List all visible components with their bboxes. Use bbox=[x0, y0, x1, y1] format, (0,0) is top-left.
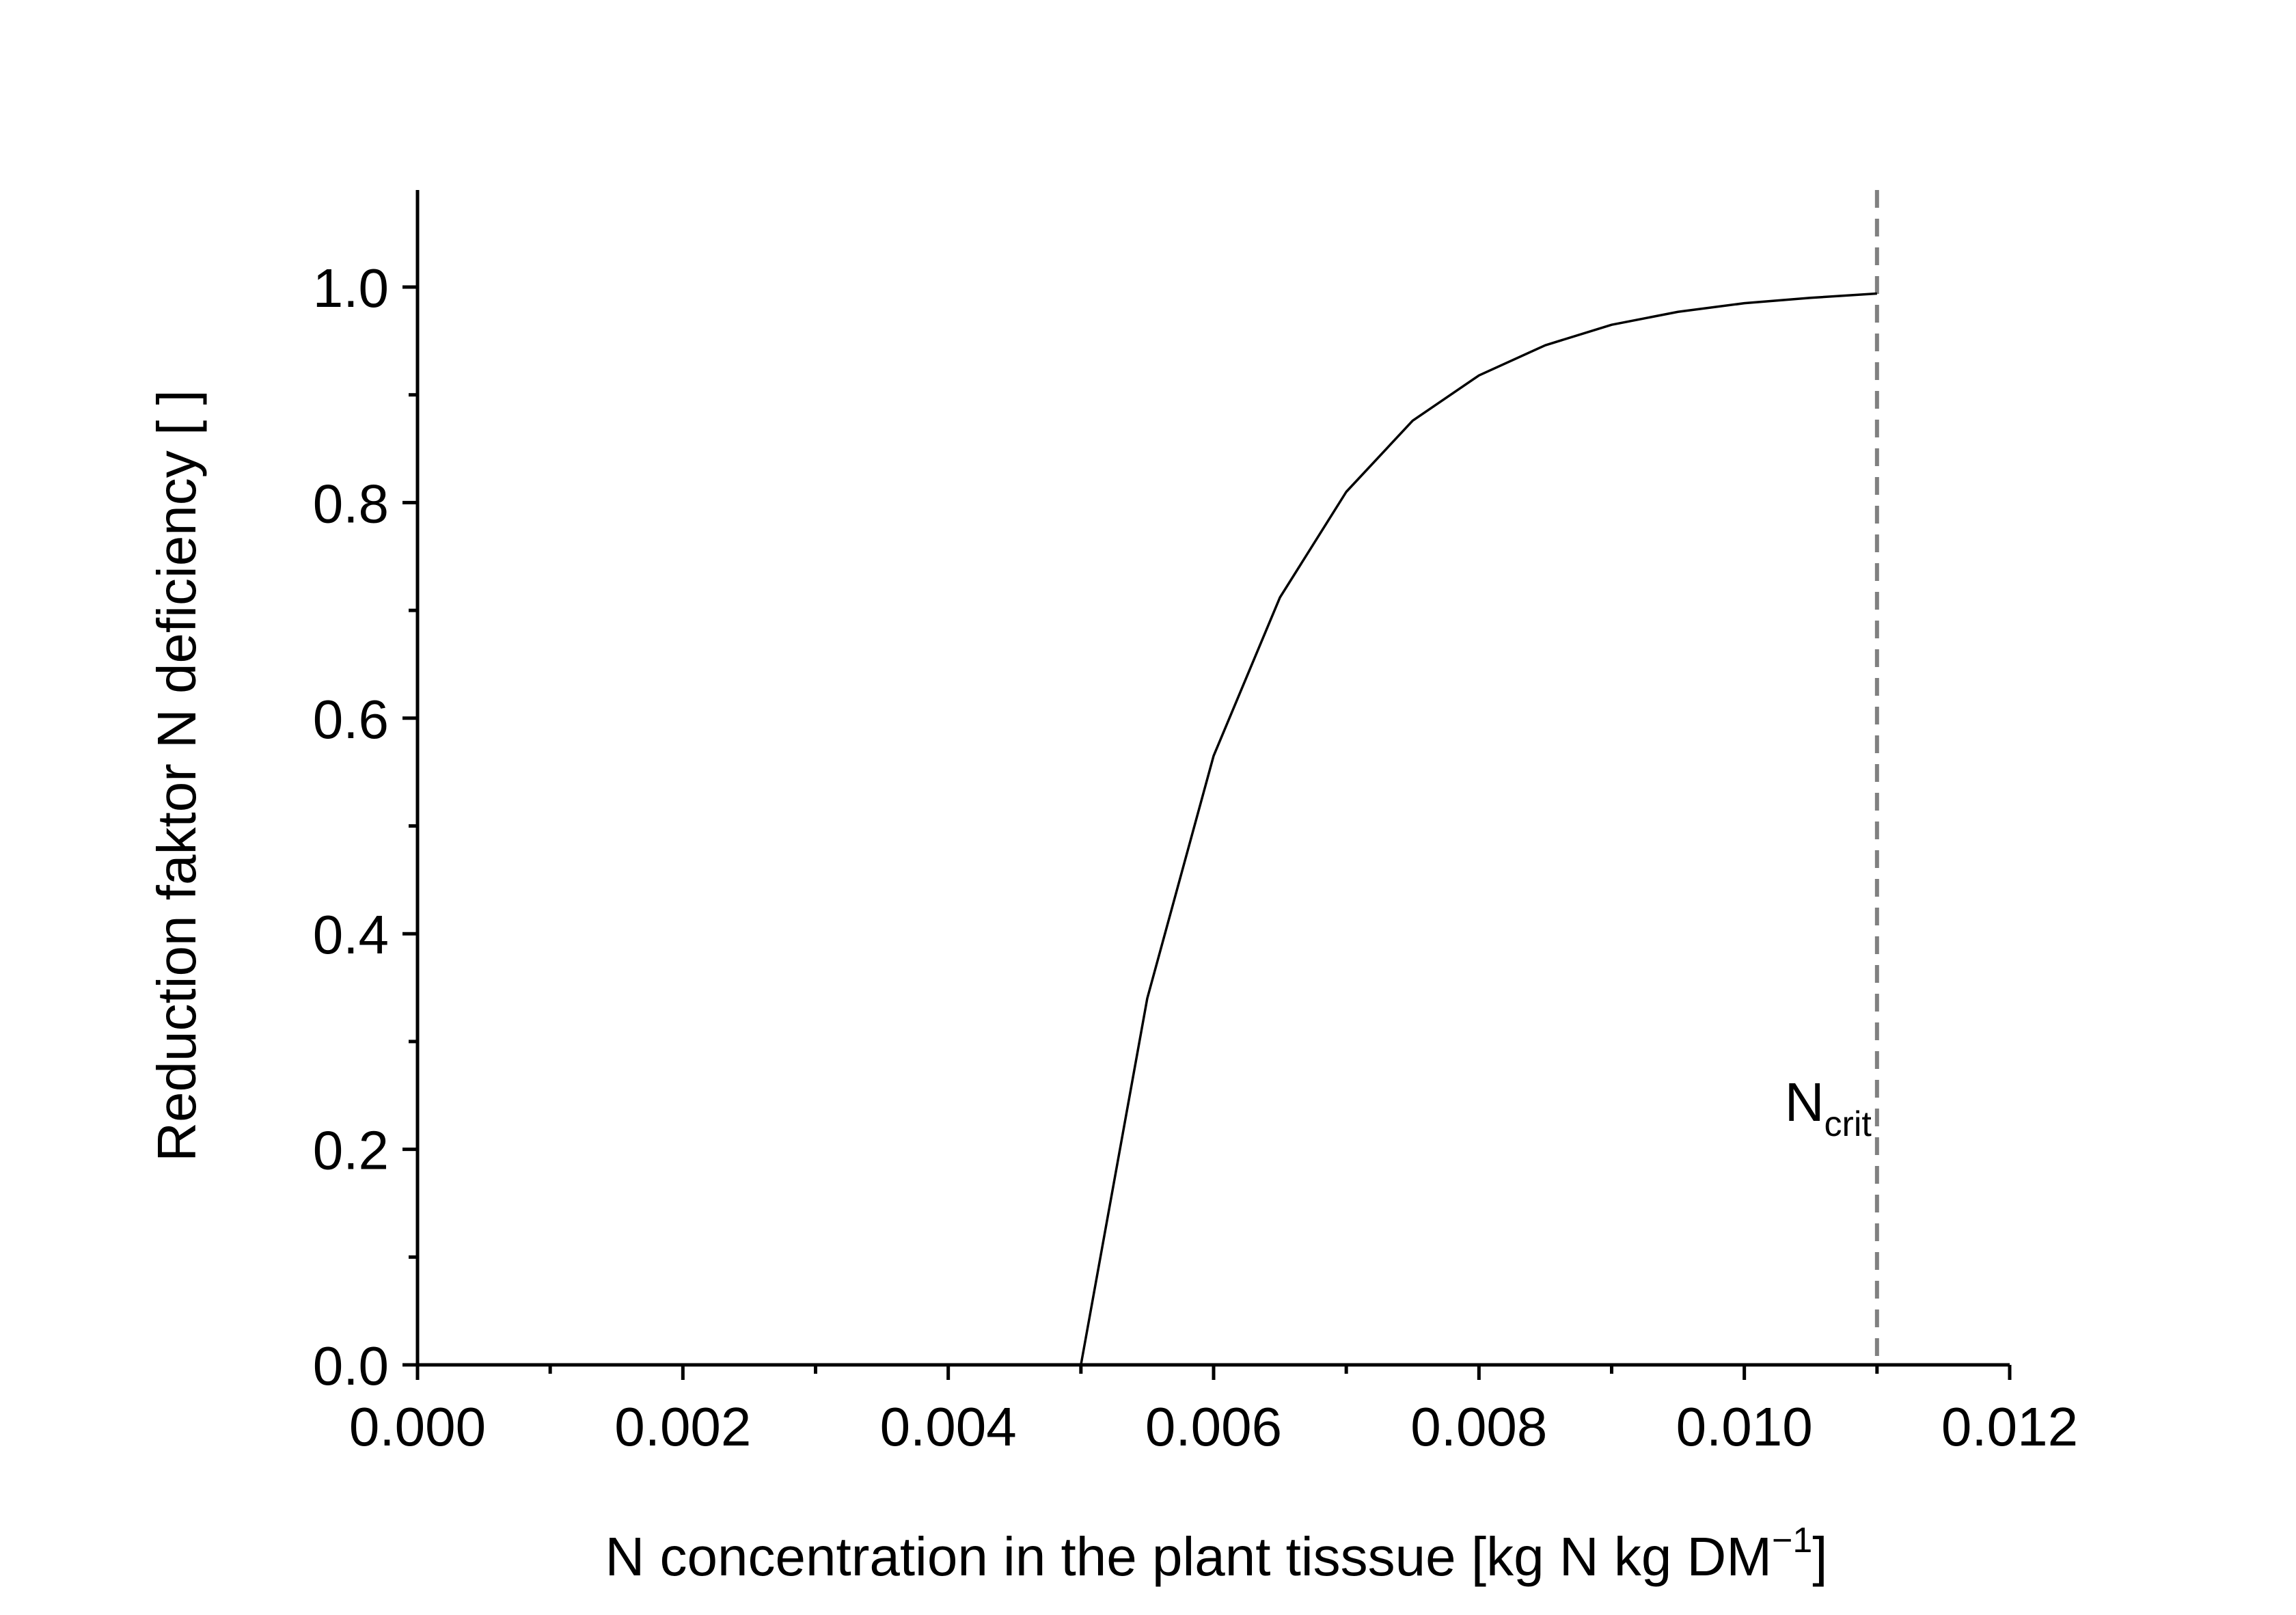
y-axis-title: Reduction faktor N deficiency [ ] bbox=[146, 390, 207, 1161]
x-tick-label: 0.012 bbox=[1941, 1396, 2078, 1457]
y-tick-label: 0.2 bbox=[313, 1120, 389, 1181]
x-tick-label: 0.006 bbox=[1145, 1396, 1282, 1457]
y-tick-label: 0.8 bbox=[313, 473, 389, 534]
series-group bbox=[418, 292, 1877, 1366]
labels: Reduction faktor N deficiency [ ] N conc… bbox=[146, 390, 1872, 1587]
x-axis-title-main: N concentration in the plant tisssue [kg… bbox=[605, 1526, 1772, 1587]
y-tick-label: 0.0 bbox=[313, 1335, 389, 1396]
x-axis-title: N concentration in the plant tisssue [kg… bbox=[605, 1521, 1828, 1587]
x-tick-label: 0.004 bbox=[880, 1396, 1017, 1457]
x-tick-label: 0.008 bbox=[1410, 1396, 1547, 1457]
x-axis-title-end: ] bbox=[1812, 1526, 1827, 1587]
axes bbox=[415, 190, 2010, 1367]
x-tick-label: 0.010 bbox=[1676, 1396, 1813, 1457]
reduction-factor-curve bbox=[418, 292, 1877, 1366]
ncrit-annotation: Ncrit bbox=[1785, 1072, 1872, 1144]
y-tick-label: 0.6 bbox=[313, 689, 389, 750]
y-tick-label: 1.0 bbox=[313, 258, 389, 318]
x-tick-label: 0.002 bbox=[614, 1396, 751, 1457]
x-tick-label: 0.000 bbox=[349, 1396, 486, 1457]
ncrit-annotation-subscript: crit bbox=[1824, 1104, 1872, 1144]
x-axis-title-superscript: −1 bbox=[1772, 1521, 1812, 1560]
ticks: 0.000 0.002 0.004 0.006 0.008 0.010 0.012 0.0 0.… bbox=[313, 258, 2078, 1457]
y-tick-label: 0.4 bbox=[313, 904, 389, 965]
ncrit-annotation-letter: N bbox=[1785, 1072, 1824, 1132]
